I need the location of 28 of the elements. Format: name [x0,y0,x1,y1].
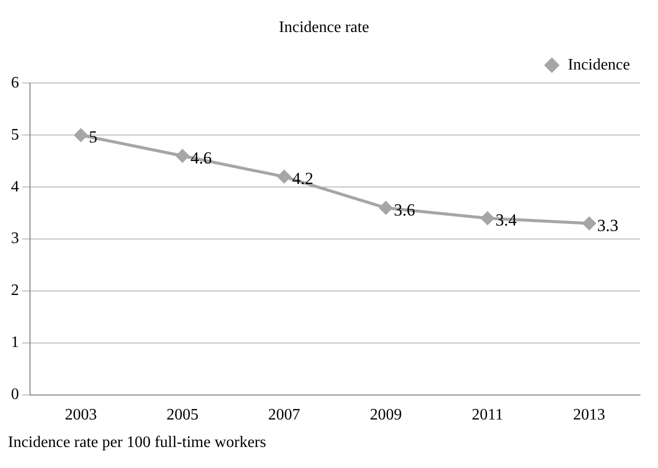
point [278,170,291,184]
point [379,201,392,214]
data-label: 5 [88,128,98,147]
text: Incidence rate per 100 full-time workers [8,434,268,452]
y-tick-label: 5 [11,126,19,144]
point [582,216,596,230]
chart-title: Incidence rate [278,18,370,36]
x-tick-label: 2011 [472,406,504,424]
y-tick-label: 4 [11,178,19,196]
y-tick-label: 2 [11,282,19,300]
data-label: 3.3 [597,216,618,235]
data-label: 4.6 [190,148,212,168]
y-tick-label: 3 [11,230,19,248]
y-tick-label: 6 [11,74,19,92]
x-tick-label: 2005 [166,406,198,424]
legend-label: Incidence [568,56,630,74]
x-tick-label: 2009 [370,406,402,424]
point [481,212,494,225]
point [74,128,88,142]
point [176,149,189,162]
data-label: 4.2 [292,169,314,188]
x-tick-label: 2013 [573,406,606,424]
x-tick-label: 2003 [64,406,97,424]
data-label: 3.6 [394,200,416,220]
y-tick-label: 1 [11,334,19,352]
data-label: 3.4 [496,210,518,230]
x-tick-label: 2007 [268,406,300,424]
y-tick-label: 0 [11,386,19,404]
